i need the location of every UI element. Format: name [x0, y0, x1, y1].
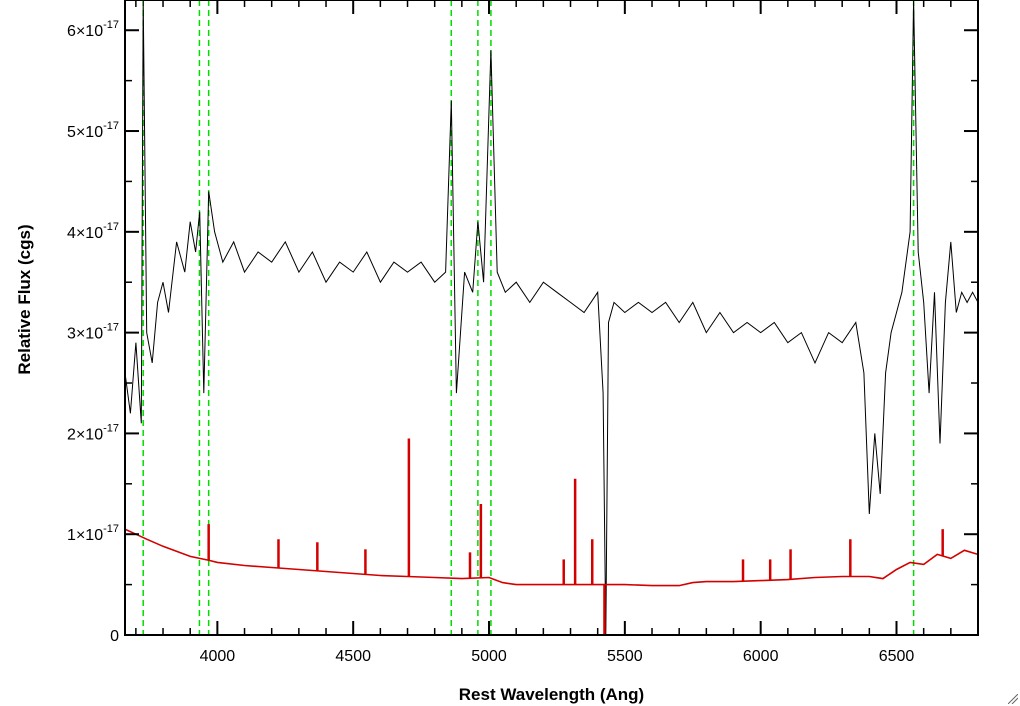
y-tick-label: 5×10-17 [67, 120, 119, 141]
y-tick-exponent: -17 [103, 19, 119, 31]
y-tick-exponent: -17 [103, 322, 119, 334]
spectrum-series [125, 0, 978, 635]
y-tick-mantissa: 2×10 [67, 426, 103, 443]
y-tick-label: 4×10-17 [67, 221, 119, 242]
resize-grip-icon[interactable] [1008, 694, 1018, 704]
x-axis-label: Rest Wavelength (Ang) [459, 685, 644, 704]
x-tick-label: 5000 [471, 648, 507, 665]
y-tick-mantissa: 3×10 [67, 326, 103, 343]
y-tick-mantissa: 6×10 [67, 23, 103, 40]
x-tick-label: 5500 [607, 648, 643, 665]
y-tick-label: 0 [110, 628, 119, 645]
x-tick-label: 4000 [200, 648, 236, 665]
x-tick-label: 4500 [335, 648, 371, 665]
y-tick-mantissa: 0 [110, 628, 119, 645]
x-tick-label: 6500 [879, 648, 915, 665]
observed-spectrum-line [125, 0, 978, 635]
y-tick-mantissa: 1×10 [67, 527, 103, 544]
model-spectrum-line [125, 528, 978, 587]
y-tick-exponent: -17 [103, 120, 119, 132]
y-tick-label: 6×10-17 [67, 19, 119, 40]
y-axis-label: Relative Flux (cgs) [15, 224, 34, 374]
y-tick-mantissa: 5×10 [67, 124, 103, 141]
y-axis-ticks: 01×10-172×10-173×10-174×10-175×10-176×10… [67, 19, 978, 645]
y-tick-exponent: -17 [103, 422, 119, 434]
x-tick-label: 6000 [743, 648, 779, 665]
y-tick-label: 2×10-17 [67, 422, 119, 443]
x-axis-ticks: 4000 4500 5000 5500 6000 6500 [135, 0, 979, 665]
plot-frame [124, 0, 979, 636]
y-tick-label: 3×10-17 [67, 322, 119, 343]
y-tick-label: 1×10-17 [67, 523, 119, 544]
emission-line-markers [142, 0, 915, 635]
y-tick-exponent: -17 [103, 523, 119, 535]
y-tick-exponent: -17 [103, 221, 119, 233]
y-tick-mantissa: 4×10 [67, 225, 103, 242]
